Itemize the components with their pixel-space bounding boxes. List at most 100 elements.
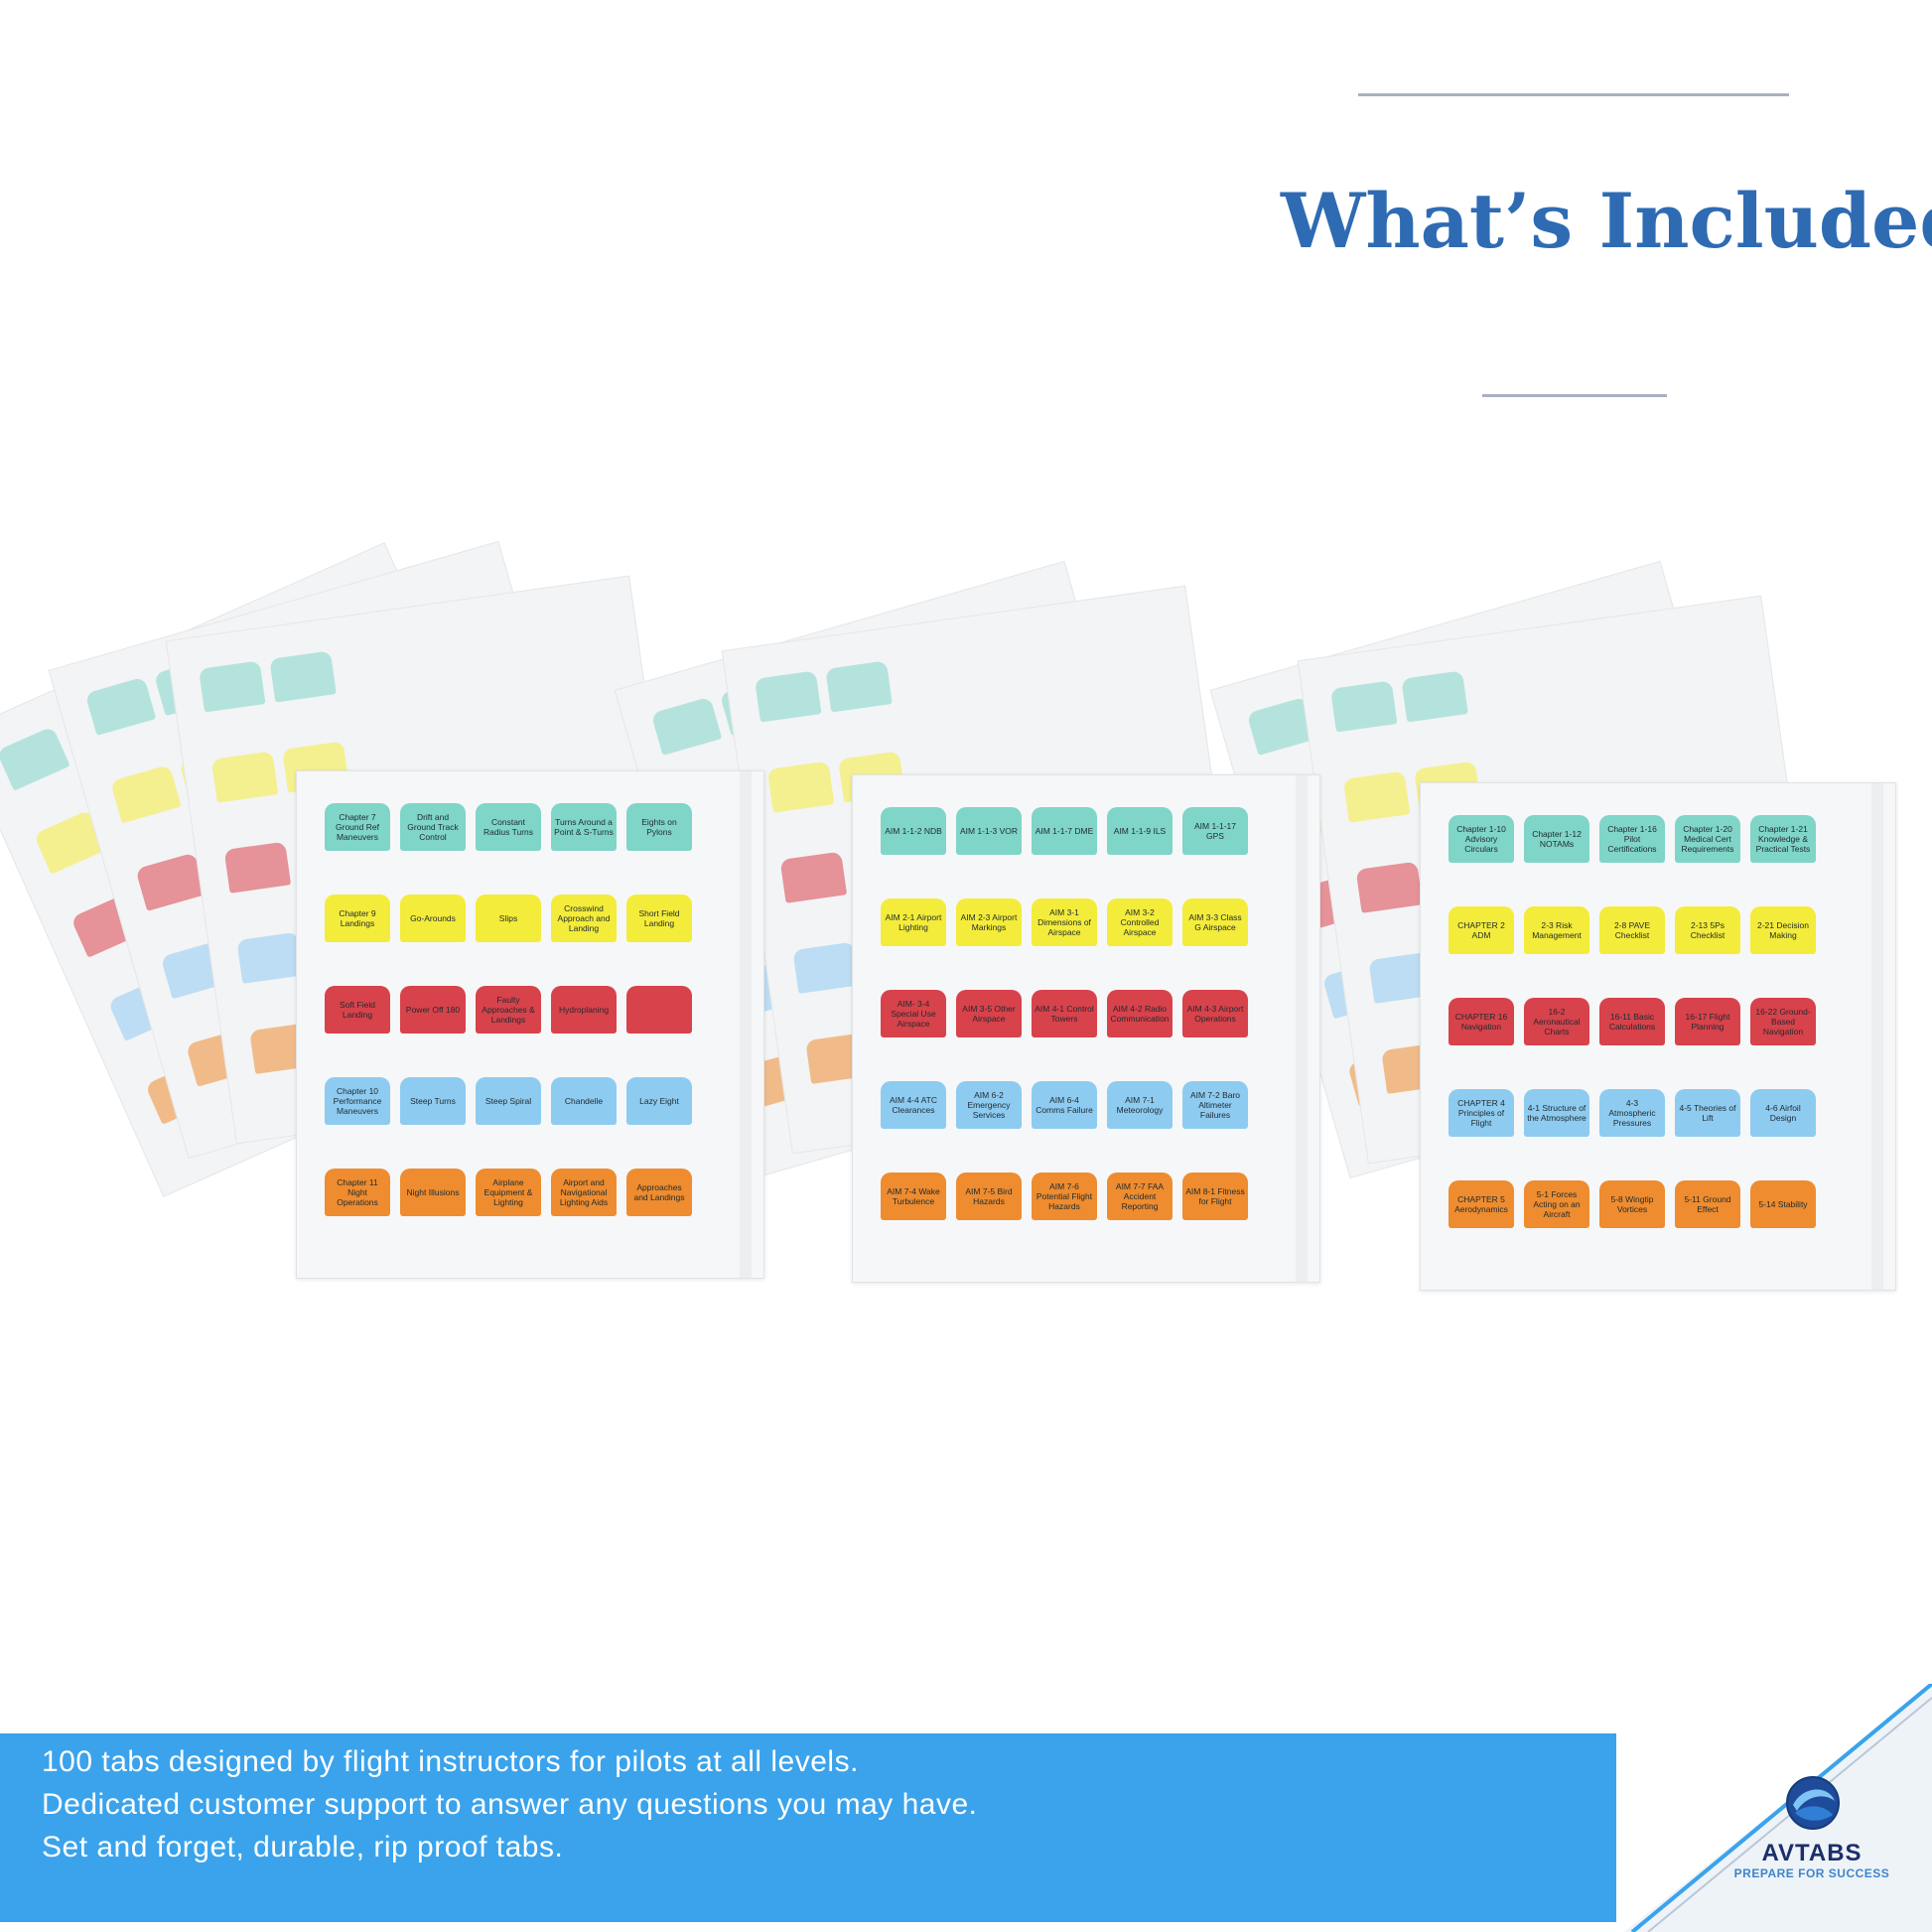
index-tab: Chapter 1-12 NOTAMs [1524, 815, 1589, 863]
background-tab [210, 751, 279, 803]
index-tab: Soft Field Landing [325, 986, 390, 1034]
index-tab: AIM 7-1 Meteorology [1107, 1081, 1173, 1129]
index-tab: 2-8 PAVE Checklist [1599, 906, 1665, 954]
background-tab [766, 760, 835, 813]
background-tab [792, 941, 860, 994]
index-tab: Drift and Ground Track Control [400, 803, 466, 851]
background-tab [1329, 680, 1398, 733]
index-tab: Power Off 180 [400, 986, 466, 1034]
index-tab: AIM 7-4 Wake Turbulence [881, 1173, 946, 1220]
tab-sheets-photo: Chapter 7 Ground Ref Maneuvers Drift and … [0, 540, 1932, 1370]
tab-sheet-phak: Chapter 1-10 Advisory Circulars Chapter 1… [1420, 782, 1896, 1291]
index-tab: AIM 6-2 Emergency Services [956, 1081, 1022, 1129]
index-tab: 4-3 Atmospheric Pressures [1599, 1089, 1665, 1137]
index-tab: Steep Spiral [476, 1077, 541, 1125]
index-tab: Chapter 10 Performance Maneuvers [325, 1077, 390, 1125]
tab-row: Chapter 7 Ground Ref Maneuvers Drift and … [325, 803, 692, 851]
brand-tagline: PREPARE FOR SUCCESS [1733, 1866, 1890, 1880]
index-tab: AIM 1-1-2 NDB [881, 807, 946, 855]
tab-row: Soft Field Landing Power Off 180 Faulty Ap… [325, 986, 692, 1034]
index-tab: AIM 1-1-7 DME [1032, 807, 1097, 855]
index-tab: AIM 3-5 Other Airspace [956, 990, 1022, 1037]
tab-sheet-aim: AIM 1-1-2 NDB AIM 1-1-3 VOR AIM 1-1-7 DME A… [852, 774, 1320, 1283]
index-tab: Lazy Eight [626, 1077, 692, 1125]
sheet-edge-strip [1296, 775, 1308, 1282]
background-tab [825, 660, 893, 713]
globe-swirl-icon [1786, 1776, 1840, 1830]
index-tab: AIM 4-1 Control Towers [1032, 990, 1097, 1037]
background-tab [1355, 861, 1424, 913]
index-tab [626, 986, 692, 1034]
tab-row: Chapter 10 Performance Maneuvers Steep Tu… [325, 1077, 692, 1125]
tab-row: CHAPTER 4 Principles of Flight 4-1 Struct… [1449, 1089, 1816, 1137]
index-tab: AIM 4-4 ATC Clearances [881, 1081, 946, 1129]
background-tab [236, 931, 304, 984]
index-tab: Short Field Landing [626, 895, 692, 942]
background-tab [779, 851, 848, 903]
background-tab [0, 726, 70, 791]
index-tab: 4-5 Theories of Lift [1675, 1089, 1740, 1137]
page-title: What’s Included? [1281, 177, 1932, 265]
tab-row: AIM- 3-4 Special Use Airspace AIM 3-5 Oth… [881, 990, 1248, 1037]
tab-row: Chapter 11 Night Operations Night Illusio… [325, 1169, 692, 1216]
tab-row: Chapter 1-10 Advisory Circulars Chapter 1… [1449, 815, 1816, 863]
index-tab: AIM 6-4 Comms Failure [1032, 1081, 1097, 1129]
index-tab: 16-17 Flight Planning [1675, 998, 1740, 1045]
background-tab [269, 650, 337, 703]
index-tab: AIM 3-3 Class G Airspace [1182, 898, 1248, 946]
tab-row: AIM 7-4 Wake Turbulence AIM 7-5 Bird Haza… [881, 1173, 1248, 1220]
index-tab: Chapter 1-16 Pilot Certifications [1599, 815, 1665, 863]
background-tab [1401, 670, 1468, 723]
index-tab: Faulty Approaches & Landings [476, 986, 541, 1034]
feature-banner: 100 tabs designed by flight instructors … [0, 1733, 1616, 1922]
tab-sheet-airplane-flying: Chapter 7 Ground Ref Maneuvers Drift and … [296, 770, 764, 1279]
index-tab: CHAPTER 16 Navigation [1449, 998, 1514, 1045]
tab-row: Chapter 9 Landings Go-Arounds Slips Crosswi… [325, 895, 692, 942]
feature-line-1: 100 tabs designed by flight instructors … [42, 1745, 859, 1778]
index-tab: AIM 3-1 Dimensions of Airspace [1032, 898, 1097, 946]
index-tab: CHAPTER 5 Aerodynamics [1449, 1180, 1514, 1228]
index-tab: Chapter 11 Night Operations [325, 1169, 390, 1216]
tab-row: AIM 2-1 Airport Lighting AIM 2-3 Airport … [881, 898, 1248, 946]
background-tab [223, 841, 292, 894]
index-tab: AIM 2-3 Airport Markings [956, 898, 1022, 946]
index-tab: Night Illusions [400, 1169, 466, 1216]
index-tab: Chandelle [551, 1077, 617, 1125]
feature-line-2: Dedicated customer support to answer any… [42, 1788, 978, 1821]
index-tab: AIM 7-6 Potential Flight Hazards [1032, 1173, 1097, 1220]
brand-name: AVTABS [1761, 1840, 1863, 1866]
corner-decoration [1624, 1684, 1932, 1932]
index-tab: 5-8 Wingtip Vortices [1599, 1180, 1665, 1228]
index-tab: 16-22 Ground-Based Navigation [1750, 998, 1816, 1045]
index-tab: Constant Radius Turns [476, 803, 541, 851]
index-tab: 5-14 Stability [1750, 1180, 1816, 1228]
index-tab: 5-1 Forces Acting on an Aircraft [1524, 1180, 1589, 1228]
index-tab: CHAPTER 2 ADM [1449, 906, 1514, 954]
index-tab: 2-13 5Ps Checklist [1675, 906, 1740, 954]
index-tab: Approaches and Landings [626, 1169, 692, 1216]
bottom-divider [1482, 394, 1667, 397]
index-tab: Chapter 1-10 Advisory Circulars [1449, 815, 1514, 863]
index-tab: Chapter 1-20 Medical Cert Requirements [1675, 815, 1740, 863]
index-tab: AIM 4-3 Airport Operations [1182, 990, 1248, 1037]
index-tab: Crosswind Approach and Landing [551, 895, 617, 942]
index-tab: AIM 2-1 Airport Lighting [881, 898, 946, 946]
sheet-edge-strip [740, 771, 752, 1278]
index-tab: Slips [476, 895, 541, 942]
index-tab: AIM 1-1-3 VOR [956, 807, 1022, 855]
index-tab: AIM 4-2 Radio Communication [1107, 990, 1173, 1037]
index-tab: Go-Arounds [400, 895, 466, 942]
index-tab: AIM- 3-4 Special Use Airspace [881, 990, 946, 1037]
index-tab: 5-11 Ground Effect [1675, 1180, 1740, 1228]
index-tab: CHAPTER 4 Principles of Flight [1449, 1089, 1514, 1137]
index-tab: Airport and Navigational Lighting Aids [551, 1169, 617, 1216]
index-tab: AIM 1-1-17 GPS [1182, 807, 1248, 855]
index-tab: Chapter 9 Landings [325, 895, 390, 942]
index-tab: AIM 7-5 Bird Hazards [956, 1173, 1022, 1220]
index-tab: AIM 7-7 FAA Accident Reporting [1107, 1173, 1173, 1220]
index-tab: 16-11 Basic Calculations [1599, 998, 1665, 1045]
index-tab: Eights on Pylons [626, 803, 692, 851]
feature-line-3: Set and forget, durable, rip proof tabs. [42, 1831, 564, 1863]
background-tab [109, 764, 182, 824]
index-tab: 16-2 Aeronautical Charts [1524, 998, 1589, 1045]
